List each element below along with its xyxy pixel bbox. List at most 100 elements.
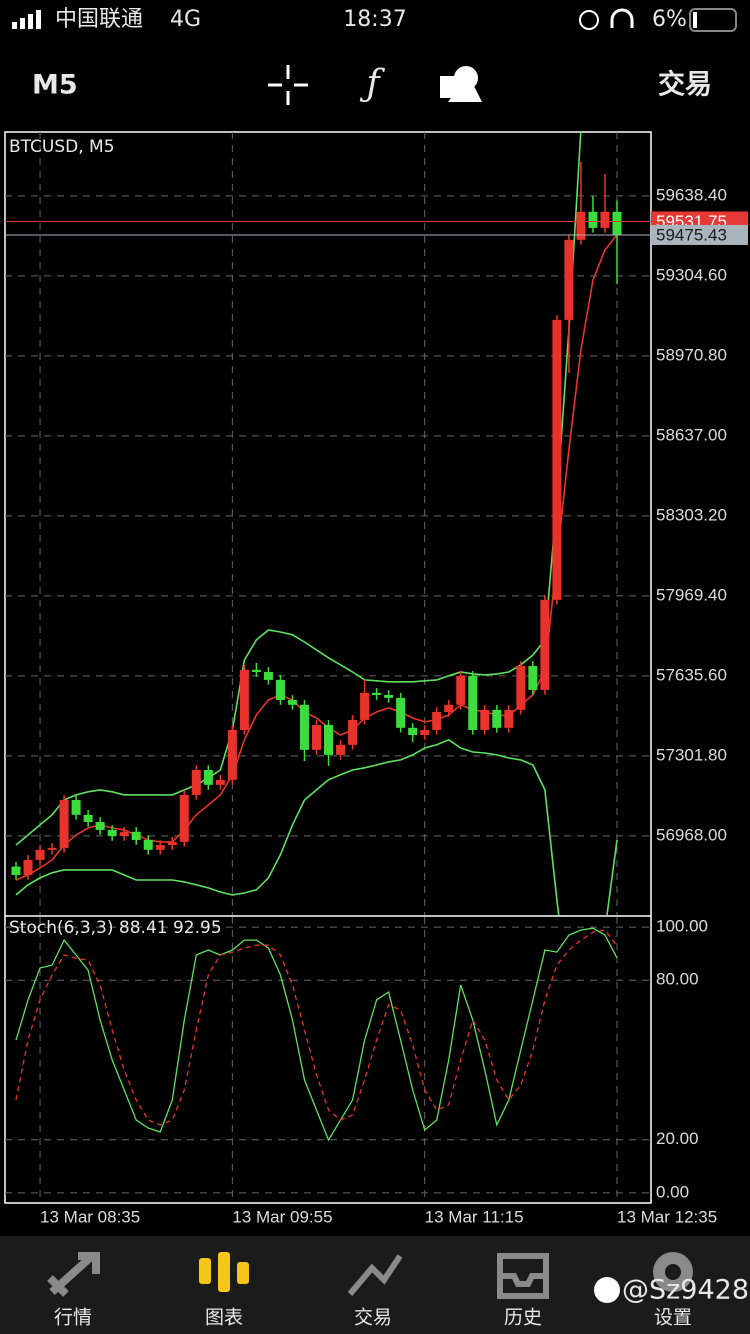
y-tick-label: 0.00: [656, 1182, 689, 1201]
candle-body: [444, 704, 454, 712]
candle-body: [299, 704, 309, 750]
candle-body: [191, 770, 201, 795]
candle-body: [227, 729, 237, 780]
y-tick-label: 58303.20: [656, 505, 727, 524]
candle-body: [612, 211, 622, 235]
tab[interactable]: 历史: [504, 1307, 542, 1329]
indicators-button[interactable]: ƒ: [359, 63, 385, 104]
candle-body: [251, 669, 261, 672]
tab-bar: [0, 1236, 750, 1334]
x-tick-label: 13 Mar 09:55: [232, 1207, 332, 1226]
candle-body: [492, 709, 502, 728]
candle-body: [131, 831, 141, 840]
y-tick-label: 100.00: [656, 917, 708, 936]
candle-body: [167, 841, 177, 846]
battery-level: 6%: [652, 7, 687, 32]
candle-body: [504, 709, 514, 728]
tab[interactable]: 设置: [654, 1307, 692, 1329]
chart-title: BTCUSD, M5: [9, 137, 115, 157]
candle-body: [107, 829, 117, 836]
price-tag-label: 59475.43: [656, 225, 727, 244]
candle-body: [588, 211, 598, 228]
candle-body: [239, 669, 249, 730]
candle-body: [564, 239, 574, 320]
y-tick-label: 57969.40: [656, 585, 727, 604]
indicator-line: [15, 927, 618, 1142]
candle-body: [23, 859, 33, 875]
candle-body: [83, 814, 93, 823]
candle-body: [119, 831, 129, 836]
x-tick-label: 13 Mar 12:35: [617, 1207, 717, 1226]
candle-body: [516, 665, 526, 710]
y-tick-label: 59638.40: [656, 185, 727, 204]
y-tick-label: 58637.00: [656, 425, 727, 444]
y-tick-label: 58970.80: [656, 345, 727, 364]
candle-body: [540, 599, 550, 690]
y-tick-label: 57635.60: [656, 665, 727, 684]
tab-active[interactable]: 图表: [205, 1307, 243, 1329]
candle-body: [71, 799, 81, 815]
tab[interactable]: 行情: [54, 1307, 92, 1329]
candle-body: [143, 839, 153, 850]
watermark-icon: [594, 1277, 620, 1303]
candle-body: [552, 319, 562, 600]
network: 4G: [170, 7, 201, 32]
x-tick-label: 13 Mar 08:35: [40, 1207, 140, 1226]
stoch-main-value: 88.41: [119, 918, 168, 938]
indicator-name: Stoch(6,3,3): [9, 918, 114, 938]
candle-body: [336, 744, 346, 755]
candle-body: [312, 724, 321, 750]
candle-body: [372, 692, 382, 695]
timeframe-button[interactable]: M5: [32, 70, 78, 101]
candle-body: [47, 847, 57, 850]
candle-body: [396, 697, 406, 728]
clock: 18:37: [343, 7, 406, 32]
status-bar: 中国联通 4G 18:37 6%: [12, 7, 737, 32]
y-tick-label: 59304.60: [656, 265, 727, 284]
objects-button[interactable]: [440, 66, 482, 102]
indicator-line: [15, 929, 618, 1126]
candle-body: [360, 692, 370, 720]
candle-body: [384, 694, 394, 698]
stoch-signal-value: 92.95: [173, 918, 222, 938]
trade-button[interactable]: 交易: [658, 69, 712, 101]
candle-body: [348, 719, 358, 745]
indicator-line: [15, 738, 618, 915]
grid: 59638.40 59304.60 58970.80 58637.00 58303.20…: [5, 132, 727, 1226]
candle-body: [263, 671, 273, 680]
y-tick-label: 56968.00: [656, 825, 727, 844]
candle-body: [275, 679, 285, 701]
candle-body: [95, 822, 105, 830]
candle-body: [480, 709, 490, 730]
price-tag: [651, 224, 748, 245]
tab[interactable]: 交易: [354, 1307, 392, 1329]
crosshair-button[interactable]: [268, 65, 308, 105]
candle-body: [324, 724, 334, 755]
chart-frame: [4, 131, 652, 1204]
watermark: @Sz9428: [622, 1275, 749, 1306]
candle-body: [600, 211, 610, 228]
carrier: 中国联通: [55, 7, 143, 32]
candle-body: [408, 727, 418, 736]
y-tick-label: 57301.80: [656, 745, 727, 764]
y-tick-label: 20.00: [656, 1129, 699, 1148]
y-tick-label: 80.00: [656, 970, 699, 989]
candle-body: [287, 700, 297, 705]
candle-body: [35, 849, 45, 860]
candle-body: [456, 675, 466, 705]
candle-body: [468, 675, 478, 730]
candle-body: [528, 665, 538, 690]
candle-body: [576, 211, 586, 240]
candle-body: [11, 866, 21, 875]
candle-body: [179, 794, 189, 842]
x-tick-label: 13 Mar 11:15: [425, 1207, 524, 1226]
candle-body: [203, 770, 213, 785]
candle-body: [155, 845, 165, 850]
candle-body: [215, 779, 225, 785]
candle-body: [59, 799, 69, 848]
candle-body: [432, 712, 442, 730]
toolbar: M5 ƒ 交易: [32, 63, 712, 105]
